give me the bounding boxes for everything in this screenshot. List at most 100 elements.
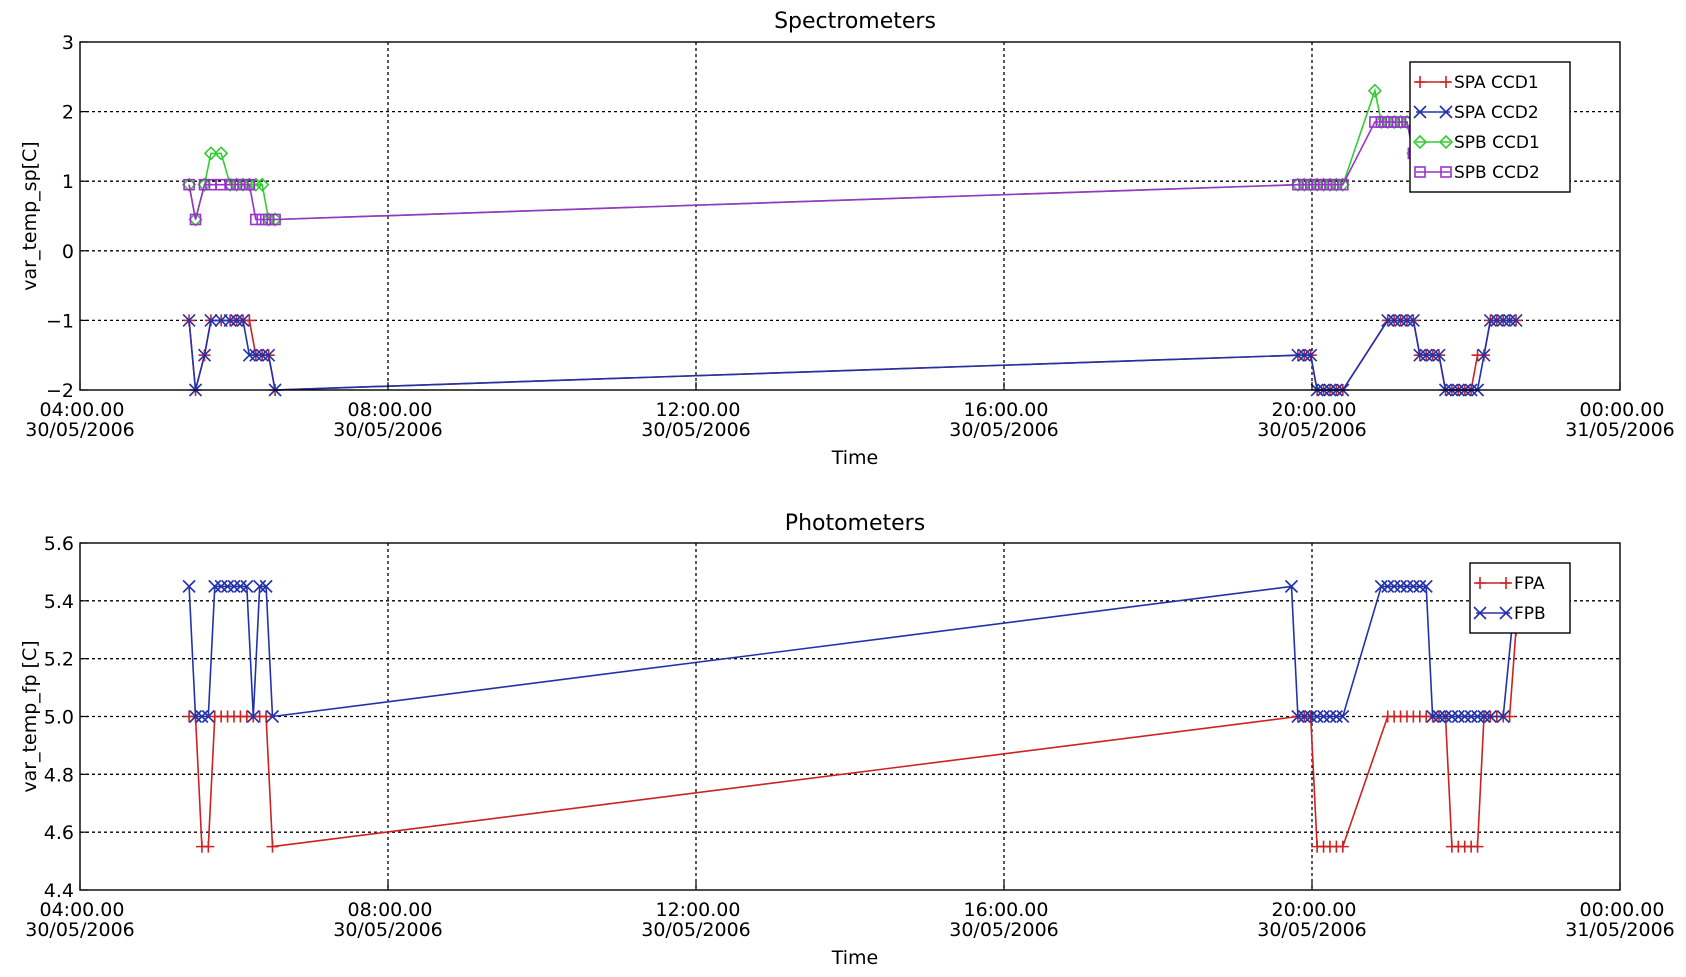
data-point [242,177,257,192]
data-point [265,709,280,724]
data-point [1367,83,1383,98]
data-point [189,213,202,226]
data-point [215,178,227,191]
data-point [1323,709,1337,724]
data-point [1393,579,1408,593]
legend-item: SPB CCD2 [1414,163,1540,183]
data-point [1490,313,1504,327]
series-spb-ccd2 [183,116,1426,226]
data-point [1413,348,1427,362]
data-point [1393,313,1408,327]
data-point [1419,348,1433,362]
x-tick-label-time: 04:00.00 [40,399,125,421]
data-point [267,212,283,227]
data-point [246,709,260,724]
legend-label: SPB CCD2 [1454,163,1540,183]
data-point [1509,313,1523,327]
data-point [230,313,244,327]
chart-title: Spectrometers [774,9,936,34]
data-point [1284,579,1299,593]
data-point [1406,579,1420,593]
data-point [1387,579,1401,593]
data-point [262,213,275,226]
legend-marker [1414,166,1426,178]
data-point [1496,709,1510,724]
data-point [1309,177,1325,192]
data-point [1380,114,1395,130]
data-point [1471,840,1484,853]
x-tick-label-date: 30/05/2006 [333,919,443,941]
data-point [1438,709,1453,724]
data-point [181,177,197,192]
y-axis-label: var_temp_sp[C] [19,141,41,290]
legend: FPA FPB [1469,562,1571,634]
data-point [1413,579,1427,593]
data-point [221,579,235,593]
data-point [1310,709,1324,724]
data-point [1477,348,1491,362]
data-point [243,178,256,191]
chart-1: Spectrometers3210−1−204:00.0030/05/20060… [19,9,1675,469]
data-point [1451,709,1465,724]
data-point [1464,709,1478,724]
data-point [1304,709,1318,724]
data-point [1496,313,1510,327]
legend-marker [1500,577,1512,589]
data-point [262,348,276,362]
data-point [182,579,196,593]
data-point [1322,177,1338,192]
data-point [183,178,195,191]
y-axis-label: var_temp_fp [C] [19,640,41,792]
data-point [1324,178,1336,191]
legend-marker [1438,134,1454,150]
legend-marker [1439,105,1453,119]
legend-item: SPA CCD1 [1414,73,1539,93]
y-tick-label: −2 [46,380,74,402]
data-point [1394,116,1407,128]
data-point [256,213,269,226]
legend-marker [1412,134,1428,150]
data-point [1432,348,1446,362]
data-point [188,212,203,227]
x-tick-label-time: 20:00.00 [1272,399,1357,421]
data-point [1387,313,1401,327]
data-point [240,579,254,593]
data-point [269,213,281,226]
data-point [1458,709,1472,724]
data-point [229,177,244,192]
data-point [195,709,209,724]
data-point [1374,579,1388,593]
data-point [1297,709,1311,724]
x-tick-label-date: 30/05/2006 [949,419,1059,441]
x-tick-label-date: 30/05/2006 [1257,919,1367,941]
x-tick-label-time: 16:00.00 [964,399,1049,421]
series-line [188,87,1421,221]
series-spa-ccd2 [182,313,1523,397]
y-tick-label: 5.2 [44,649,74,671]
x-axis-label: Time [831,447,879,469]
data-point [1393,114,1408,130]
data-point [230,178,243,191]
data-point [188,709,203,724]
data-point [223,313,237,327]
legend-label: SPA CCD2 [1454,103,1539,123]
data-point [243,314,256,327]
legend: SPA CCD1 SPA CCD2 SPB CCD1 SPB CCD2 [1409,61,1571,193]
data-point [249,348,263,362]
data-point [1426,348,1440,362]
data-point [1316,177,1331,192]
data-point [261,212,276,227]
data-point [1483,709,1497,724]
x-tick-label-date: 30/05/2006 [333,419,443,441]
data-point [1388,116,1400,128]
legend-box [1409,61,1571,193]
y-tick-label: 2 [62,102,74,124]
data-point [236,313,250,327]
x-tick-label-time: 08:00.00 [348,399,433,421]
data-point [1303,177,1318,192]
data-point [1470,709,1485,724]
legend-marker [1474,577,1486,589]
data-point [204,313,218,327]
data-point [1317,178,1330,191]
